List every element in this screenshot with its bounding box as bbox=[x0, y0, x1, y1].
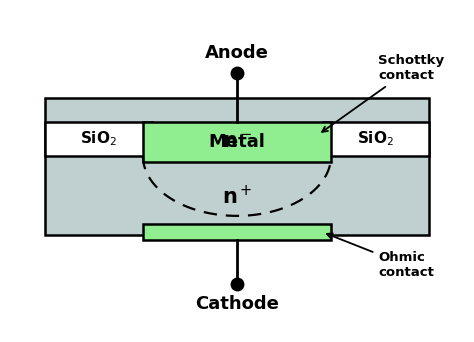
Text: Ohmic
contact: Ohmic contact bbox=[327, 233, 434, 279]
Bar bbox=[45, 98, 429, 235]
Text: n$^+$: n$^+$ bbox=[222, 185, 252, 209]
Bar bbox=[143, 224, 331, 240]
Text: Anode: Anode bbox=[205, 44, 269, 62]
Bar bbox=[45, 122, 152, 156]
Text: Metal: Metal bbox=[209, 133, 265, 151]
Text: SiO$_2$: SiO$_2$ bbox=[357, 130, 394, 148]
Text: n$^-$: n$^-$ bbox=[222, 132, 252, 152]
Text: SiO$_2$: SiO$_2$ bbox=[80, 130, 117, 148]
Text: Schottky
contact: Schottky contact bbox=[322, 54, 444, 132]
Bar bbox=[143, 122, 331, 162]
Text: Cathode: Cathode bbox=[195, 295, 279, 313]
Bar bbox=[322, 122, 429, 156]
